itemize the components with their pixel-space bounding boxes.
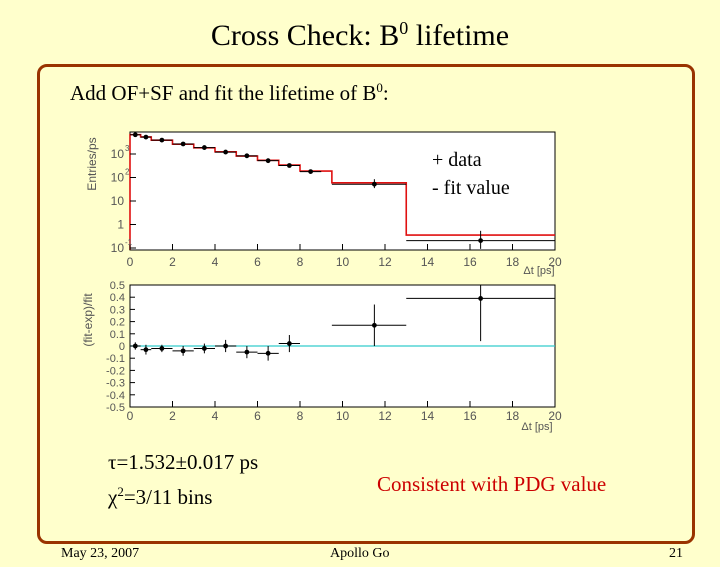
bottom-data-point-5 (223, 343, 229, 349)
top-data-point-7 (265, 158, 271, 164)
top-xtick-label-7: 14 (421, 255, 435, 269)
footer-page-number: 21 (669, 546, 683, 561)
bottom-ytick-label-6: -0.1 (106, 353, 125, 365)
bottom-xtick-label-5: 10 (336, 409, 350, 423)
bottom-data-point-10 (478, 296, 484, 301)
top-xtick-label-5: 10 (336, 255, 350, 269)
bottom-data-point-4 (201, 346, 207, 351)
top-data-point-6 (244, 153, 250, 159)
bottom-ylabel: (fit-exp)/fit (81, 293, 95, 347)
bottom-xtick-label-9: 18 (506, 409, 520, 423)
top-data-point-2 (159, 137, 165, 143)
bottom-ytick-label-2: 0.3 (110, 304, 125, 316)
top-xtick-label-1: 2 (169, 255, 176, 269)
tau-result: τ=1.532±0.017 ps (108, 450, 259, 474)
bottom-xtick-label-7: 14 (421, 409, 435, 423)
bottom-xtick-label-4: 8 (297, 409, 304, 423)
bottom-data-point-8 (286, 341, 292, 346)
top-data-point-11 (478, 238, 484, 244)
legend-data: + data (432, 149, 482, 171)
top-data-point-9 (308, 169, 314, 174)
bottom-xtick-label-2: 4 (212, 409, 219, 423)
slide-frame (37, 64, 695, 544)
top-data-point-0 (132, 132, 138, 138)
bottom-xtick-label-3: 6 (254, 409, 261, 423)
top-xtick-label-2: 4 (212, 255, 219, 269)
bottom-xtick-label-10: 20 (548, 409, 562, 423)
bottom-data-point-1 (143, 347, 149, 353)
top-data-point-10 (371, 181, 377, 187)
slide-title: Cross Check: B0 lifetime (210, 18, 510, 52)
bottom-xtick-label-6: 12 (378, 409, 392, 423)
top-data-point-8 (286, 163, 292, 168)
top-data-point-3 (180, 141, 186, 147)
footer-date: May 23, 2007 (61, 546, 140, 561)
bottom-ytick-label-9: -0.4 (106, 390, 125, 402)
top-xtick-label-9: 18 (506, 255, 520, 269)
bottom-data-point-9 (371, 322, 377, 328)
top-ytick-label-2: 10 (111, 194, 125, 208)
residual-plot: 0 2 4 6 8 10 12 14 16 18 20 0.50.40.30.20.10-0.1-0… (81, 280, 562, 433)
bottom-xtick-label-0: 0 (127, 409, 134, 423)
top-ytick-label-1: 10 (111, 171, 125, 185)
top-xtick-label-6: 12 (378, 255, 392, 269)
top-data-point-4 (201, 145, 207, 150)
bottom-xlabel: Δt [ps] (521, 421, 552, 433)
top-xtick-label-8: 16 (463, 255, 477, 269)
bottom-ytick-label-10: -0.5 (106, 402, 125, 414)
bottom-data-point-0 (132, 343, 138, 349)
top-ytick-exp-4: -1 (125, 238, 133, 247)
bottom-xtick-label-1: 2 (169, 409, 176, 423)
top-ytick-exp-0: 3 (125, 144, 130, 153)
top-ylabel: Entries/ps (85, 137, 99, 190)
chi2-result: χ2=3/11 bins (108, 484, 213, 509)
bottom-xtick-label-8: 16 (463, 409, 477, 423)
bottom-ytick-label-3: 0.2 (110, 317, 125, 329)
top-plot-frame (129, 131, 556, 251)
top-ytick-label-3: 1 (117, 218, 124, 232)
bottom-data-point-2 (159, 346, 165, 351)
top-xtick-label-4: 8 (297, 255, 304, 269)
legend-fit: - fit value (432, 177, 510, 199)
bottom-ytick-label-0: 0.5 (110, 280, 125, 292)
top-xtick-label-10: 20 (548, 255, 562, 269)
top-xtick-label-0: 0 (127, 255, 134, 269)
fit-results: τ=1.532±0.017 ps χ2=3/11 bins (108, 447, 258, 512)
top-ytick-label-4: 10 (111, 241, 125, 255)
top-ytick-label-0: 10 (111, 147, 125, 161)
bottom-ytick-label-5: 0 (119, 341, 125, 353)
consistency-note: Consistent with PDG value (377, 472, 607, 496)
top-xlabel: Δt [ps] (523, 265, 554, 277)
bottom-ytick-label-7: -0.2 (106, 365, 125, 377)
bottom-ytick-label-8: -0.3 (106, 378, 125, 390)
bottom-data-point-3 (180, 348, 186, 354)
intro-text: Add OF+SF and fit the lifetime of B0: (70, 80, 389, 105)
footer-author: Apollo Go (330, 546, 390, 561)
top-data-point-5 (223, 149, 229, 155)
top-data-point-1 (143, 134, 149, 140)
top-xtick-label-3: 6 (254, 255, 261, 269)
bottom-data-point-7 (265, 350, 271, 356)
bottom-ytick-label-4: 0.1 (110, 329, 125, 341)
bottom-ytick-label-1: 0.4 (110, 292, 125, 304)
top-ytick-exp-1: 2 (125, 168, 130, 177)
bottom-data-point-6 (244, 349, 250, 355)
